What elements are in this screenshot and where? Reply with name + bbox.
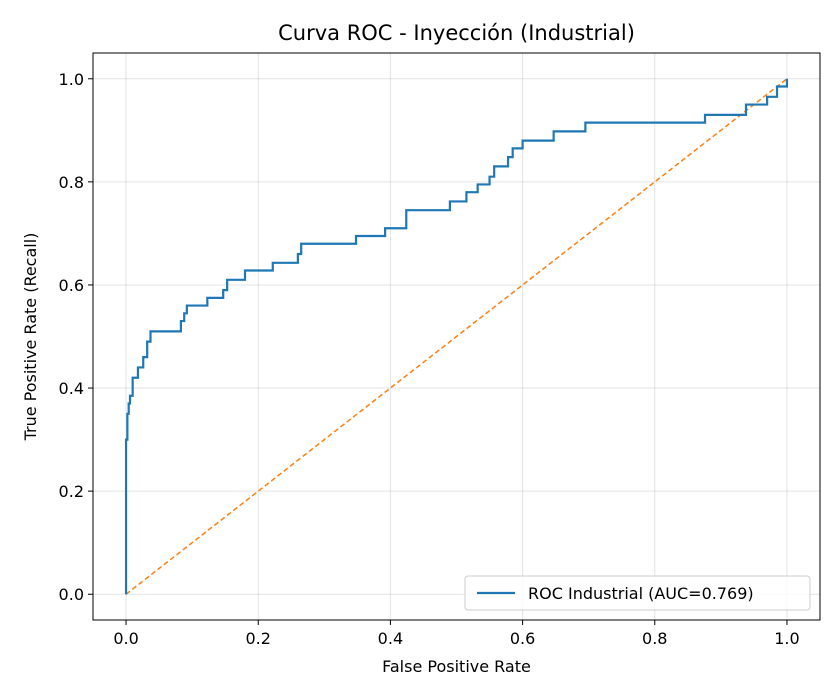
chance-line xyxy=(125,78,788,595)
x-tick-label: 0.0 xyxy=(113,629,138,648)
series-layer xyxy=(124,78,789,595)
y-tick-label: 1.0 xyxy=(59,70,84,89)
x-tick-label: 0.4 xyxy=(378,629,403,648)
chart-title: Curva ROC - Inyección (Industrial) xyxy=(278,21,635,45)
legend-box xyxy=(464,575,811,611)
axis-ticks: 0.0 0.2 0.4 0.6 0.8 1.0 0.0 0.2 0.4 0.6 0.8 1.0 xyxy=(59,70,800,648)
legend-label: ROC Industrial (AUC=0.769) xyxy=(528,584,754,603)
x-tick-label: 0.8 xyxy=(642,629,667,648)
x-tick-label: 1.0 xyxy=(774,629,799,648)
plot-frame xyxy=(92,52,821,621)
x-axis-label: False Positive Rate xyxy=(382,657,531,676)
roc-curve-line xyxy=(124,78,789,595)
y-tick-label: 0.6 xyxy=(59,276,84,295)
legend: ROC Industrial (AUC=0.769) xyxy=(464,575,811,611)
y-tick-label: 0.8 xyxy=(59,173,84,192)
grid xyxy=(93,53,820,620)
x-tick-label: 0.6 xyxy=(510,629,535,648)
y-axis-label: True Positive Rate (Recall) xyxy=(21,233,40,442)
y-tick-label: 0.0 xyxy=(59,585,84,604)
y-tick-label: 0.2 xyxy=(59,482,84,501)
x-tick-label: 0.2 xyxy=(246,629,271,648)
y-tick-label: 0.4 xyxy=(59,379,84,398)
